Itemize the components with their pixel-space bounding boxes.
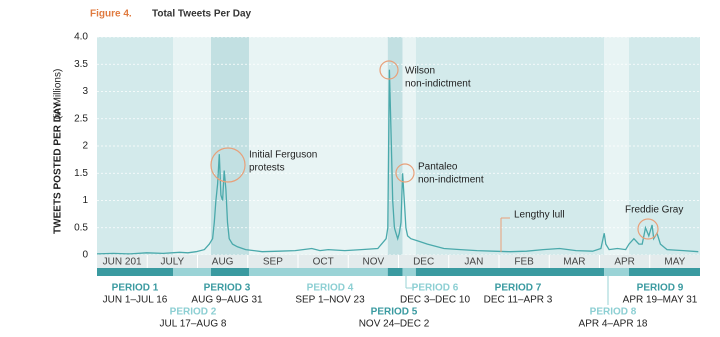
highlight-circle: [210, 147, 246, 183]
annotation: Freddie Gray: [625, 205, 683, 216]
period-dates: APR 4–APR 18: [579, 319, 648, 330]
y-axis-title: TWEETS POSTED PER DAY (in Millions): [53, 69, 64, 234]
y-label-unit: (in Millions): [53, 69, 64, 120]
period-name: PERIOD 5: [371, 307, 418, 318]
period-bar: [210, 268, 249, 276]
month-label: MAY: [664, 257, 685, 268]
y-tick-label: 2: [82, 141, 88, 152]
month-label: DEC: [413, 257, 434, 268]
chart-title: Total Tweets Per Day: [152, 9, 252, 20]
month-label: SEP: [263, 257, 283, 268]
y-tick-label: 3.5: [74, 59, 88, 70]
annotation: Pantaleo: [418, 162, 458, 173]
highlight-circle: [395, 163, 415, 183]
y-tick-label: 1.5: [74, 168, 88, 179]
month-label: OCT: [313, 257, 334, 268]
annotation: non-indictment: [405, 79, 471, 90]
annotation: Wilson: [405, 66, 435, 77]
period-bar: [172, 268, 211, 276]
month-label: FEB: [514, 257, 534, 268]
period-dates: SEP 1–NOV 23: [295, 295, 365, 306]
period-bar: [415, 268, 605, 276]
period-bar: [628, 268, 700, 276]
period-name: PERIOD 3: [204, 283, 251, 294]
highlight-circle: [637, 218, 659, 240]
period-band: [604, 37, 629, 255]
period-dates: AUG 9–AUG 31: [191, 295, 263, 306]
annotation: non-indictment: [418, 175, 484, 186]
month-label: JUN 201: [103, 257, 142, 268]
month-label: AUG: [212, 257, 234, 268]
highlight-circle: [379, 60, 399, 80]
period-name: PERIOD 2: [170, 307, 217, 318]
month-label: JULY: [161, 257, 185, 268]
figure-label: Figure 4.: [90, 9, 132, 20]
period-bar: [97, 268, 173, 276]
period-dates: APR 19–MAY 31: [623, 295, 698, 306]
annotation: Initial Ferguson: [249, 150, 317, 161]
month-label: MAR: [563, 257, 585, 268]
month-label: JAN: [464, 257, 483, 268]
annotation: protests: [249, 163, 285, 174]
y-tick-label: 4.0: [74, 32, 88, 43]
period-dates: DEC 11–APR 3: [484, 295, 553, 306]
period-name: PERIOD 1: [112, 283, 159, 294]
period-name: PERIOD 4: [307, 283, 354, 294]
period-dates: JUL 17–AUG 8: [160, 319, 227, 330]
period-dates: NOV 24–DEC 2: [359, 319, 430, 330]
period-band: [628, 37, 700, 255]
annotation: Lengthy lull: [514, 210, 565, 221]
period-bar: [402, 268, 416, 276]
period-name: PERIOD 9: [637, 283, 684, 294]
y-tick-label: 1: [82, 195, 88, 206]
y-label: TWEETS POSTED PER DAY: [53, 102, 64, 234]
period-dates: JUN 1–JUL 16: [103, 295, 168, 306]
period-name: PERIOD 6: [412, 283, 459, 294]
y-tick-label: 3: [82, 86, 88, 97]
period-dates: DEC 3–DEC 10: [400, 295, 470, 306]
y-tick-label: 0.5: [74, 222, 88, 233]
y-tick-label: 0: [82, 250, 88, 261]
period-bar: [604, 268, 629, 276]
month-label: NOV: [363, 257, 385, 268]
period-name: PERIOD 8: [590, 307, 637, 318]
period-name: PERIOD 7: [495, 283, 542, 294]
y-tick-label: 2.5: [74, 113, 88, 124]
period-bar: [387, 268, 403, 276]
month-label: APR: [614, 257, 635, 268]
period-bar: [248, 268, 388, 276]
period-band: [172, 37, 211, 255]
